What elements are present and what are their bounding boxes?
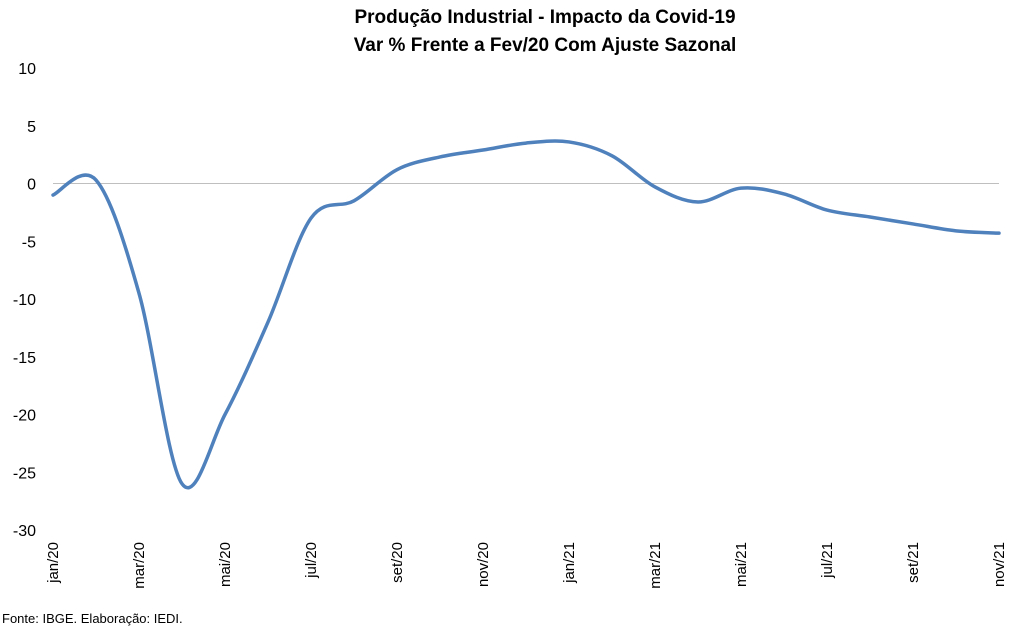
x-axis: jan/20 mar/20 mai/20 jul/20 set/20 nov/20 jan/… <box>45 542 1008 589</box>
x-tick-label: nov/20 <box>475 542 492 587</box>
chart-subtitle: Var % Frente a Fev/20 Com Ajuste Sazonal <box>353 35 737 56</box>
x-tick-label: jul/20 <box>303 542 320 579</box>
x-tick-label: mar/20 <box>131 542 148 589</box>
x-tick-label: mar/21 <box>647 542 664 589</box>
y-tick-label: -30 <box>13 523 36 540</box>
x-tick-label: set/20 <box>389 542 406 583</box>
y-tick-label: 5 <box>27 119 36 136</box>
y-tick-label: -10 <box>13 292 36 309</box>
y-axis: 10 5 0 -5 -10 -15 -20 -25 -30 <box>13 61 36 540</box>
chart-title: Produção Industrial - Impacto da Covid-1… <box>354 7 736 28</box>
x-tick-label: nov/21 <box>991 542 1008 587</box>
x-tick-label: mai/20 <box>217 542 234 587</box>
x-tick-label: mai/21 <box>733 542 750 587</box>
y-tick-label: -25 <box>13 465 36 482</box>
series-group <box>51 139 1001 490</box>
x-tick-label: set/21 <box>905 542 922 583</box>
y-tick-label: -5 <box>22 234 36 251</box>
line-chart: 10 5 0 -5 -10 -15 -20 -25 -30 jan/20 mar/20 mai/20… <box>13 61 1008 589</box>
x-tick-label: jul/21 <box>819 542 836 579</box>
y-tick-label: -20 <box>13 408 36 425</box>
series-line <box>51 139 1001 490</box>
source-note: Fonte: IBGE. Elaboração: IEDI. <box>2 611 183 626</box>
y-tick-label: 10 <box>18 61 36 78</box>
x-tick-label: jan/20 <box>45 542 62 584</box>
x-tick-label: jan/21 <box>561 542 578 584</box>
y-tick-label: -15 <box>13 350 36 367</box>
y-tick-label: 0 <box>27 177 36 194</box>
